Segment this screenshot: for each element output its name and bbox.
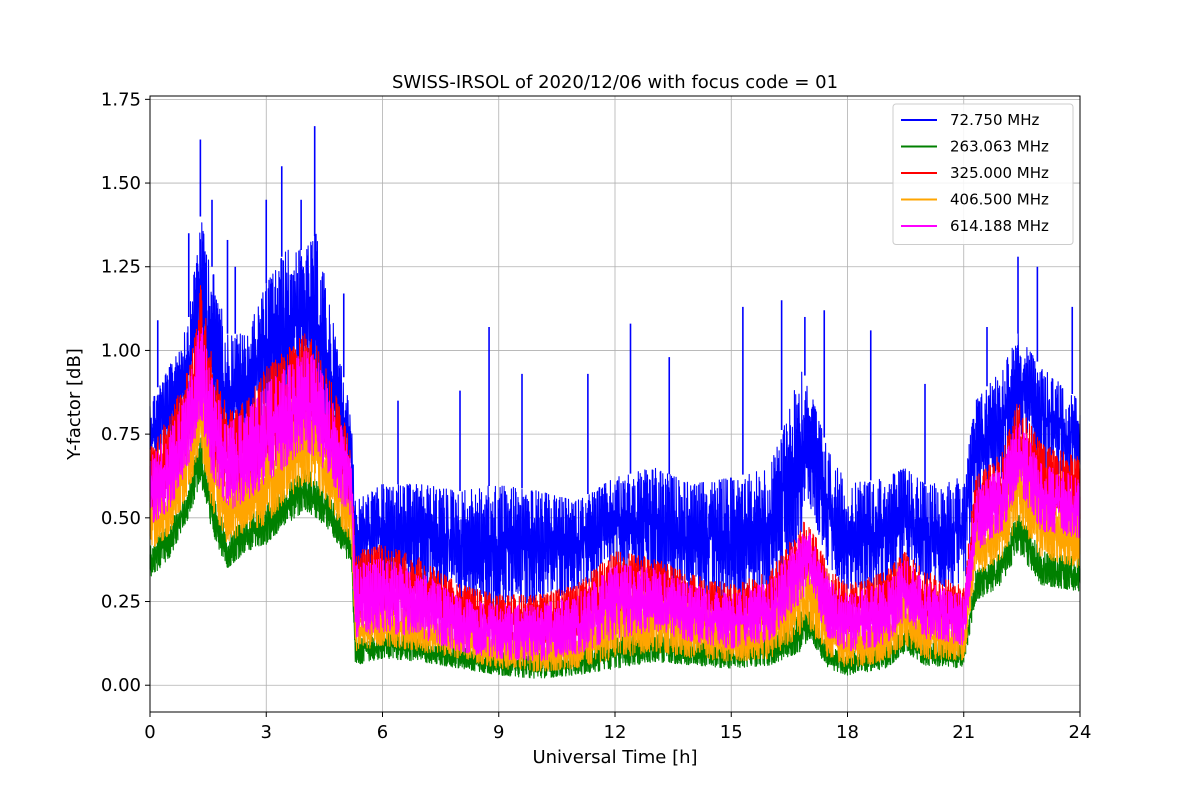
- series-line: [149, 222, 1081, 613]
- y-tick-label: 0.75: [101, 424, 141, 445]
- series-614-188-mhz: [149, 327, 1081, 662]
- x-tick-label: 0: [144, 722, 155, 743]
- legend-label: 72.750 MHz: [950, 111, 1039, 129]
- plot-series: [149, 126, 1081, 679]
- legend-label: 406.500 MHz: [950, 191, 1049, 209]
- legend-label: 614.188 MHz: [950, 217, 1049, 235]
- y-tick-label: 0.50: [101, 508, 141, 529]
- y-tick-label: 1.00: [101, 340, 141, 361]
- x-tick-label: 15: [720, 722, 743, 743]
- x-tick-label: 6: [377, 722, 388, 743]
- y-tick-label: 1.50: [101, 173, 141, 194]
- legend: 72.750 MHz 263.063 MHz 325.000 MHz 406.500 …: [892, 103, 1074, 245]
- legend-label: 263.063 MHz: [950, 138, 1049, 156]
- x-tick-label: 12: [604, 722, 627, 743]
- y-tick-label: 1.25: [101, 257, 141, 278]
- x-axis-label: Universal Time [h]: [532, 747, 697, 768]
- chart-title: SWISS-IRSOL of 2020/12/06 with focus cod…: [392, 72, 838, 93]
- legend-label: 325.000 MHz: [950, 164, 1049, 182]
- series-72-750-mhz: [149, 126, 1081, 613]
- x-tick-label: 18: [836, 722, 859, 743]
- legend-box: [892, 103, 1074, 245]
- x-tick-label: 3: [261, 722, 272, 743]
- x-tick-label: 21: [952, 722, 975, 743]
- y-tick-label: 0.25: [101, 592, 141, 613]
- y-axis-label: Y-factor [dB]: [64, 348, 85, 461]
- series-line: [149, 327, 1081, 662]
- y-tick-label: 0.00: [101, 675, 141, 696]
- y-axis-ticks: 0.00 0.25 0.50 0.75 1.00 1.25 1.50 1.75: [101, 89, 150, 696]
- y-tick-label: 1.75: [101, 89, 141, 110]
- x-axis-ticks: 0 3 6 9 12 15 18 21 24: [144, 712, 1091, 743]
- x-tick-label: 24: [1069, 722, 1092, 743]
- x-tick-label: 9: [493, 722, 504, 743]
